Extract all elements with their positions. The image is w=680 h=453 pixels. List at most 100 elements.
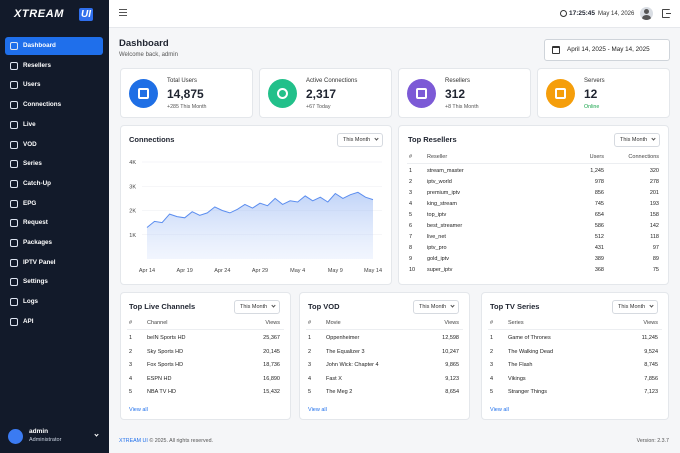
- user-box[interactable]: admin Administrator: [0, 424, 109, 450]
- column-header: Connections: [628, 154, 659, 160]
- menu-item[interactable]: Series: [5, 155, 103, 173]
- menu-item[interactable]: VOD: [5, 136, 103, 154]
- table-cell: 7,123: [644, 389, 658, 395]
- table-cell: 142: [649, 223, 659, 229]
- menu-item[interactable]: Catch-Up: [5, 175, 103, 193]
- table-cell: 3: [409, 190, 413, 196]
- profile-button[interactable]: [640, 7, 653, 20]
- menu-item[interactable]: Resellers: [5, 57, 103, 75]
- table-cell: 158: [649, 212, 659, 218]
- x-tick-label: Apr 19: [177, 268, 193, 274]
- stat-value: 2,317: [306, 87, 337, 101]
- table-cell: The Equalizer 3: [326, 348, 365, 355]
- period-text: This Month: [618, 304, 646, 310]
- logout-button[interactable]: [662, 9, 671, 18]
- table-card: Top TV Series This Month # Series Views 1 Game…: [481, 292, 669, 420]
- table-cell: 7: [409, 234, 413, 240]
- menu-item[interactable]: API: [5, 313, 103, 331]
- x-tick-label: Apr 14: [139, 268, 155, 274]
- period-chevron: [651, 136, 656, 141]
- menu-label: API: [23, 317, 34, 325]
- user-name: admin: [29, 428, 49, 435]
- table-cell: 9,865: [445, 362, 459, 368]
- profile-head: [644, 9, 649, 14]
- table-cell: 2: [409, 179, 413, 185]
- period-dropdown[interactable]: This Month: [614, 133, 660, 147]
- logo-text: XTREAM: [14, 8, 65, 20]
- menu-item[interactable]: Users: [5, 76, 103, 94]
- menu-label: Users: [23, 81, 41, 89]
- period-dropdown[interactable]: This Month: [337, 133, 383, 147]
- period-dropdown[interactable]: This Month: [234, 300, 280, 314]
- period-dropdown[interactable]: This Month: [413, 300, 459, 314]
- toggle-bar: [119, 15, 127, 17]
- sidebar: XTREAM UI Dashboard Resellers Users Connectio…: [0, 0, 109, 453]
- menu-label: VOD: [23, 140, 37, 148]
- date-range-button[interactable]: April 14, 2025 - May 14, 2025: [544, 39, 670, 61]
- clock-date: May 14, 2026: [598, 11, 635, 17]
- view-all-link[interactable]: View all: [490, 407, 509, 413]
- topbar: 17:25:45 May 14, 2026: [109, 0, 680, 28]
- table-cell: super_iptv: [427, 267, 453, 273]
- table-cell: ESPN HD: [147, 375, 172, 382]
- footer: XTREAM UI © 2025. All rights reserved.: [119, 438, 213, 444]
- menu-item[interactable]: Request: [5, 214, 103, 232]
- card-title: Connections: [129, 135, 175, 144]
- column-header: Series: [508, 320, 524, 326]
- stat-glyph: [555, 88, 566, 99]
- table-cell: 20,145: [263, 348, 280, 355]
- menu-label: Dashboard: [23, 42, 56, 49]
- resellers-card: Top Resellers This Month # Reseller Users Con…: [398, 125, 669, 285]
- table-cell: 193: [649, 201, 659, 207]
- stat-note: +285 This Month: [167, 104, 207, 110]
- table-cell: 201: [649, 190, 659, 196]
- card-title: Top Live Channels: [129, 302, 196, 311]
- stat-note: +8 This Month: [445, 104, 479, 110]
- stat-card: Resellers 312 +8 This Month: [398, 68, 531, 118]
- menu-label: Settings: [23, 278, 48, 286]
- table-card: Top Live Channels This Month # Channel Views…: [120, 292, 291, 420]
- table-cell: 512: [594, 234, 604, 240]
- table-cell: 97: [652, 245, 659, 251]
- table-cell: 3: [129, 362, 133, 368]
- table-cell: The Meg 2: [326, 389, 353, 395]
- table-cell: 368: [594, 267, 604, 273]
- menu-item[interactable]: IPTV Panel: [5, 254, 103, 272]
- menu-item[interactable]: EPG: [5, 195, 103, 213]
- table-cell: 89: [652, 256, 659, 262]
- table-cell: top_iptv: [427, 212, 447, 218]
- table-cell: 2: [490, 348, 494, 355]
- table-cell: 15,432: [263, 389, 280, 395]
- table-cell: 11,245: [641, 335, 658, 341]
- table-cell: 1: [490, 335, 494, 341]
- table-cell: 389: [594, 256, 604, 262]
- menu-item[interactable]: Live: [5, 116, 103, 134]
- stat-glyph: [416, 88, 427, 99]
- stat-value: 312: [445, 87, 466, 101]
- table-cell: 5: [490, 389, 494, 395]
- menu-item[interactable]: Connections: [5, 96, 103, 114]
- stat-icon: [546, 79, 575, 108]
- period-dropdown[interactable]: This Month: [612, 300, 658, 314]
- menu-item[interactable]: Packages: [5, 234, 103, 252]
- view-all-link[interactable]: View all: [308, 407, 327, 413]
- view-all-link[interactable]: View all: [129, 407, 148, 413]
- y-tick-label: 1K: [129, 233, 136, 239]
- table-cell: The Walking Dead: [508, 348, 554, 355]
- menu-item[interactable]: Dashboard: [5, 37, 103, 55]
- clock-icon: [560, 10, 567, 17]
- stat-icon: [407, 79, 436, 108]
- period-chevron: [271, 303, 276, 308]
- table-cell: 9,123: [445, 375, 459, 382]
- table-cell: 9: [409, 256, 413, 262]
- menu-item[interactable]: Settings: [5, 273, 103, 291]
- menu-label: Catch-Up: [23, 179, 51, 187]
- connections-card: Connections This Month 1K 2K 3K 4K Apr 14 Apr 1…: [120, 125, 392, 285]
- menu-icon: [10, 219, 18, 228]
- table-cell: iptv_world: [427, 179, 452, 185]
- x-tick-label: May 14: [364, 268, 382, 274]
- menu-item[interactable]: Logs: [5, 293, 103, 311]
- column-header: #: [129, 320, 133, 326]
- menu-toggle[interactable]: [119, 9, 127, 17]
- period-text: This Month: [240, 304, 268, 310]
